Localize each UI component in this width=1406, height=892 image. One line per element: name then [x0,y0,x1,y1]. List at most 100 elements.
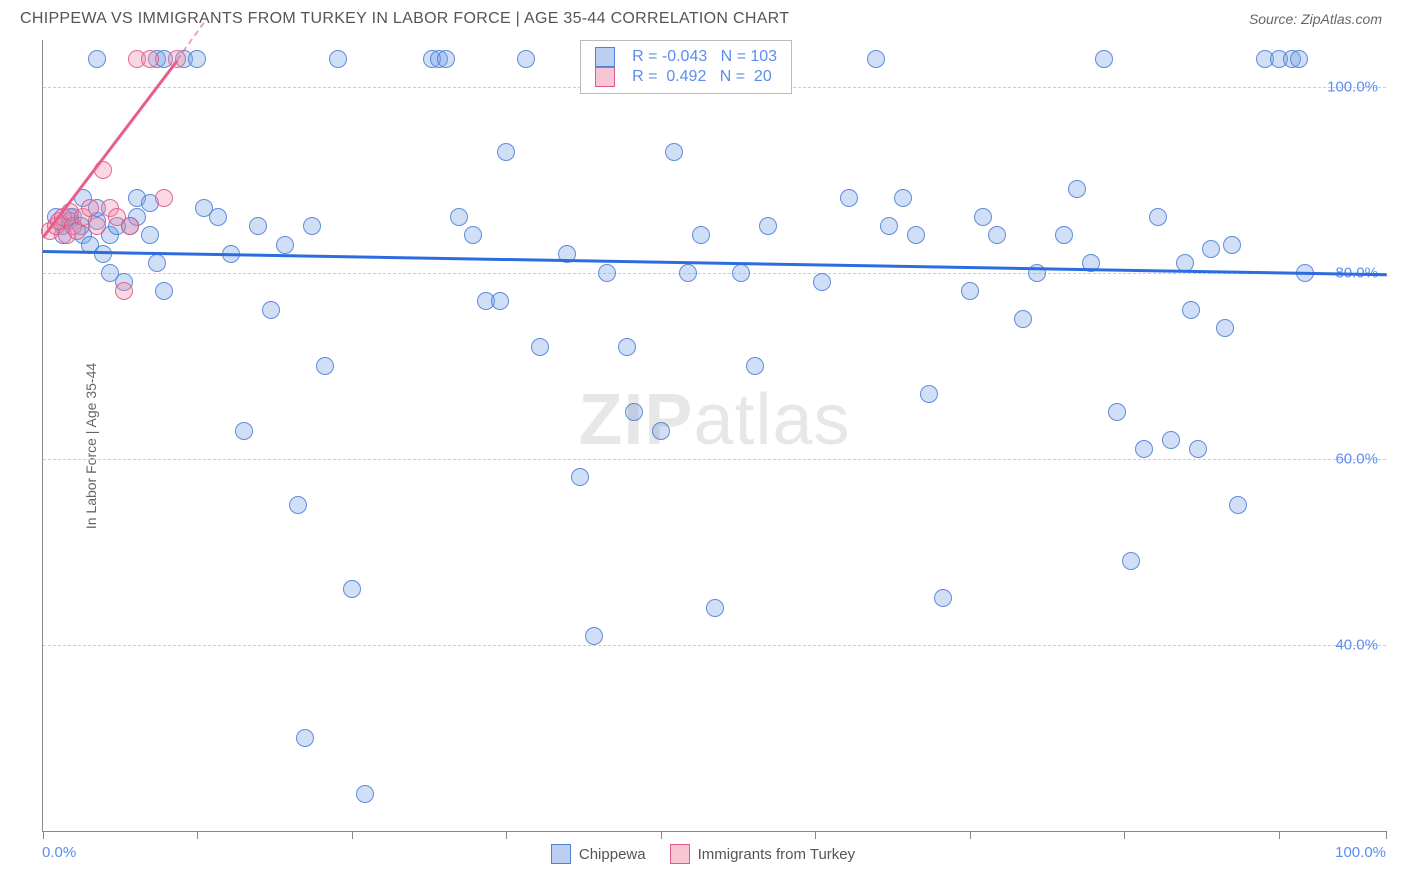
data-point [1182,301,1200,319]
x-tick [43,831,44,839]
data-point [464,226,482,244]
data-point [867,50,885,68]
data-point [1014,310,1032,328]
data-point [1055,226,1073,244]
data-point [235,422,253,440]
x-tick [506,831,507,839]
data-point [81,199,99,217]
data-point [155,189,173,207]
data-point [1068,180,1086,198]
data-point [491,292,509,310]
data-point [974,208,992,226]
data-point [141,226,159,244]
y-tick-label: 60.0% [1335,450,1378,467]
data-point [437,50,455,68]
data-point [249,217,267,235]
chart-title: CHIPPEWA VS IMMIGRANTS FROM TURKEY IN LA… [20,10,789,28]
data-point [115,282,133,300]
x-tick [970,831,971,839]
chart-plot-area: 40.0%60.0%80.0%100.0% ZIPatlas R = -0.04… [42,40,1386,832]
gridline [43,459,1386,460]
data-point [296,729,314,747]
y-tick-label: 40.0% [1335,636,1378,653]
data-point [1108,403,1126,421]
data-point [148,254,166,272]
stats-text: R = 0.492 N = 20 [623,68,772,86]
series-legend: Chippewa Immigrants from Turkey [0,844,1406,864]
data-point [840,189,858,207]
x-tick [1124,831,1125,839]
stats-row: R = -0.043 N = 103 [595,47,777,67]
data-point [497,143,515,161]
x-tick [197,831,198,839]
data-point [1216,319,1234,337]
data-point [316,357,334,375]
data-point [759,217,777,235]
swatch-icon [595,47,615,67]
stats-row: R = 0.492 N = 20 [595,67,777,87]
data-point [141,50,159,68]
data-point [343,580,361,598]
data-point [894,189,912,207]
data-point [625,403,643,421]
data-point [988,226,1006,244]
data-point [1189,440,1207,458]
data-point [732,264,750,282]
legend-label: Chippewa [579,846,646,863]
data-point [706,599,724,617]
data-point [121,217,139,235]
swatch-icon [551,844,571,864]
data-point [571,468,589,486]
data-point [1135,440,1153,458]
data-point [1095,50,1113,68]
data-point [585,627,603,645]
x-tick [1386,831,1387,839]
data-point [289,496,307,514]
legend-item-turkey: Immigrants from Turkey [670,844,856,864]
data-point [155,282,173,300]
data-point [813,273,831,291]
data-point [329,50,347,68]
data-point [88,217,106,235]
stats-text: R = -0.043 N = 103 [623,48,777,66]
data-point [209,208,227,226]
data-point [652,422,670,440]
stats-legend: R = -0.043 N = 103 R = 0.492 N = 20 [580,40,792,94]
data-point [303,217,321,235]
data-point [1162,431,1180,449]
data-point [276,236,294,254]
data-point [598,264,616,282]
data-point [1229,496,1247,514]
legend-label: Immigrants from Turkey [698,846,856,863]
data-point [692,226,710,244]
swatch-icon [595,67,615,87]
data-point [920,385,938,403]
data-point [934,589,952,607]
data-point [1122,552,1140,570]
x-tick [815,831,816,839]
data-point [262,301,280,319]
y-tick-label: 100.0% [1327,78,1378,95]
data-point [1202,240,1220,258]
x-tick [661,831,662,839]
source-label: Source: ZipAtlas.com [1249,11,1382,27]
data-point [907,226,925,244]
data-point [880,217,898,235]
data-point [1223,236,1241,254]
data-point [517,50,535,68]
data-point [88,50,106,68]
data-point [618,338,636,356]
data-point [679,264,697,282]
data-point [531,338,549,356]
data-point [1149,208,1167,226]
data-point [356,785,374,803]
data-point [1290,50,1308,68]
data-point [961,282,979,300]
x-tick [1279,831,1280,839]
data-point [746,357,764,375]
data-point [665,143,683,161]
data-point [450,208,468,226]
x-tick [352,831,353,839]
swatch-icon [670,844,690,864]
gridline [43,645,1386,646]
